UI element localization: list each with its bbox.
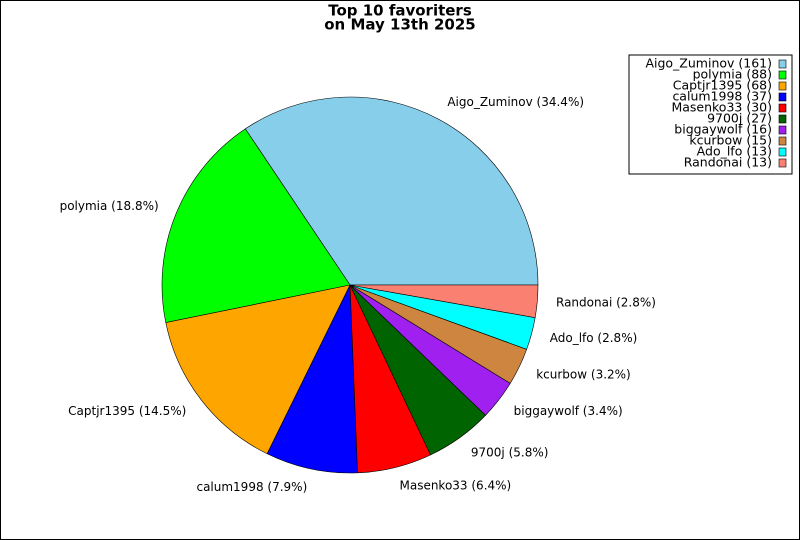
legend-label: Randonai (13) <box>684 155 772 170</box>
legend-label: polymia (88) <box>693 67 772 82</box>
legend-swatch <box>778 158 787 168</box>
legend-swatch <box>778 59 787 69</box>
slice-label: Aigo_Zuminov (34.4%) <box>447 95 584 109</box>
slice-label: Randonai (2.8%) <box>556 296 656 310</box>
legend-swatch <box>778 81 787 91</box>
legend-swatch <box>778 103 787 113</box>
slice-label: Masenko33 (6.4%) <box>399 478 511 492</box>
pie-slice <box>244 96 539 286</box>
legend-label: kcurbow (15) <box>689 133 772 148</box>
slice-label: polymia (18.8%) <box>60 199 159 213</box>
legend-label: Captjr1395 (68) <box>673 78 772 93</box>
legend-label: calum1998 (37) <box>672 89 772 104</box>
pie-slice <box>266 284 358 474</box>
chart-title: on May 13th 2025 <box>324 16 476 34</box>
chart-title: Top 10 favoriters <box>328 2 472 20</box>
legend-swatch <box>778 70 787 80</box>
legend-swatch <box>778 92 787 102</box>
legend-label: Ado_lfo (13) <box>697 144 772 159</box>
legend-swatch <box>778 114 787 124</box>
legend-swatch <box>778 125 787 135</box>
legend-label: 9700j (27) <box>707 111 772 126</box>
legend-swatch <box>778 147 787 157</box>
slice-label: calum1998 (7.9%) <box>196 480 307 494</box>
legend-swatch <box>778 136 787 146</box>
legend-box <box>628 54 793 175</box>
slice-label: biggaywolf (3.4%) <box>514 404 623 418</box>
slice-label: Captjr1395 (14.5%) <box>68 404 186 418</box>
legend-label: biggaywolf (16) <box>674 122 772 137</box>
pie-slice <box>165 284 351 455</box>
pie-slice <box>349 284 539 318</box>
legend-label: Masenko33 (30) <box>671 100 772 115</box>
pie-slice <box>161 128 351 323</box>
slice-label: 9700j (5.8%) <box>471 445 549 459</box>
slice-label: Ado_lfo (2.8%) <box>550 331 638 345</box>
slice-label: kcurbow (3.2%) <box>536 367 631 381</box>
legend-label: Aigo_Zuminov (161) <box>645 56 772 71</box>
